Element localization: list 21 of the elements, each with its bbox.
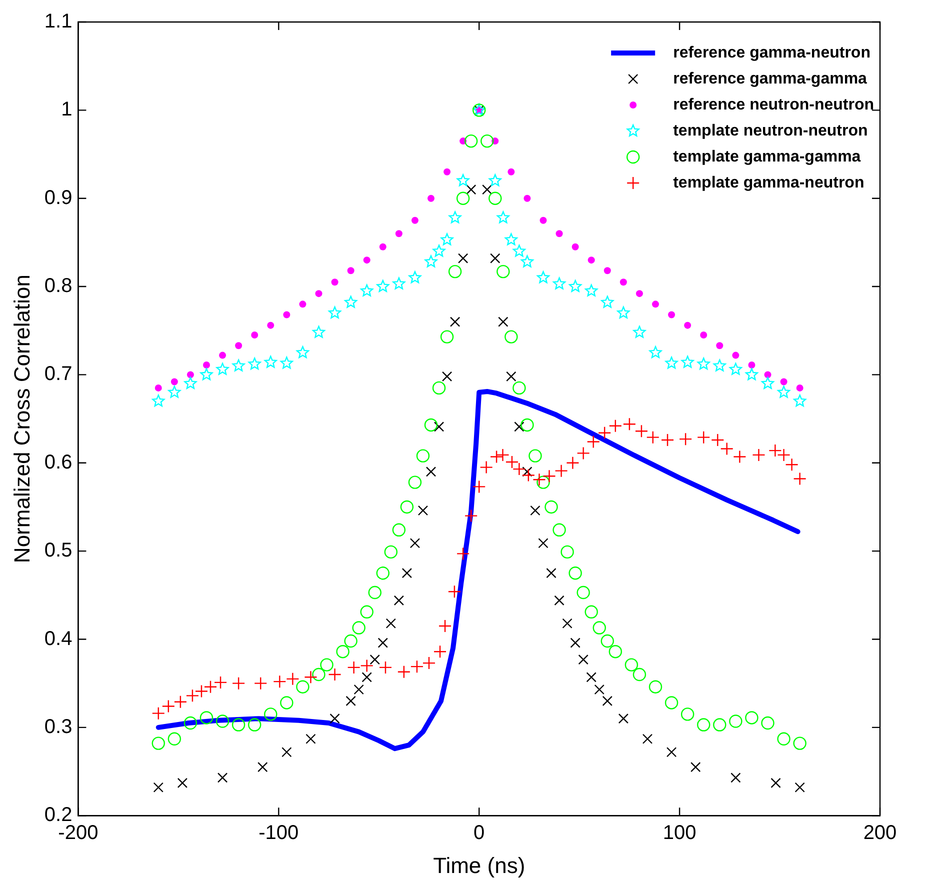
legend-label: reference gamma-gamma: [673, 70, 868, 88]
y-tick-label: 0.6: [44, 451, 72, 474]
legend-label: reference neutron-neutron: [673, 96, 874, 114]
legend-label: template neutron-neutron: [673, 122, 868, 140]
x-tick-label: 200: [863, 822, 897, 844]
x-tick-label: 0: [474, 822, 485, 844]
x-tick-label: -100: [258, 822, 299, 844]
y-axis-title: Normalized Cross Correlation: [9, 274, 34, 564]
y-tick-label: 0.9: [44, 186, 72, 209]
y-tick-label: 0.5: [44, 540, 72, 562]
y-tick-label: 1.1: [44, 10, 72, 33]
legend-label: template gamma-gamma: [673, 148, 861, 166]
x-axis-title: Time (ns): [433, 852, 526, 878]
y-tick-label: 0.8: [44, 275, 72, 298]
y-tick-label: 0.3: [44, 716, 72, 738]
x-tick-label: 100: [662, 822, 696, 844]
y-tick-label: 1: [61, 98, 72, 121]
y-tick-label: 0.7: [44, 363, 72, 386]
y-tick-label: 0.4: [44, 628, 72, 650]
legend-label: reference gamma-neutron: [673, 44, 870, 62]
legend-label: template gamma-neutron: [673, 174, 864, 192]
